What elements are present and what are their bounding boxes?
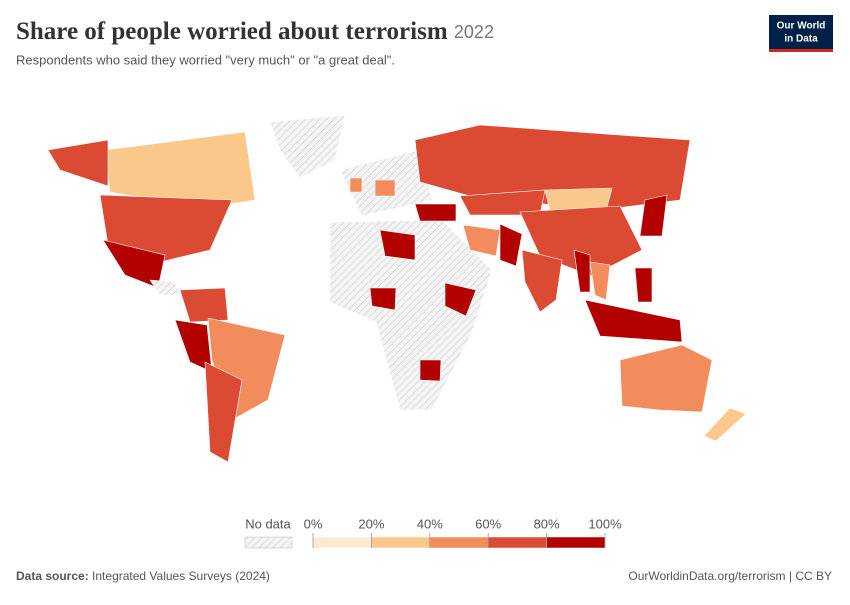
country[interactable] <box>444 282 477 317</box>
country[interactable] <box>204 361 243 463</box>
source: Integrated Values Surveys (2024) <box>92 569 270 583</box>
year: 2022 <box>454 22 494 42</box>
country[interactable] <box>349 177 363 193</box>
country[interactable] <box>414 124 691 211</box>
legend-tick-label: 0% <box>304 516 323 531</box>
legend-tick-label: 20% <box>358 516 384 531</box>
legend-bin <box>371 536 431 549</box>
country[interactable] <box>499 223 523 267</box>
country[interactable] <box>414 203 457 222</box>
legend-bin <box>429 536 489 549</box>
legend-tick-label: 100% <box>588 516 622 531</box>
logo[interactable]: Our World in Data <box>769 15 833 52</box>
legend-bin <box>487 536 547 549</box>
source-line: Data source: Integrated Values Surveys (… <box>16 569 270 583</box>
subtitle: Respondents who said they worried "very … <box>16 52 395 67</box>
country[interactable] <box>521 249 563 313</box>
country[interactable] <box>462 224 501 257</box>
country[interactable] <box>369 287 397 311</box>
legend-bin <box>312 536 372 549</box>
logo-text: in Data <box>784 34 818 45</box>
country-no-data[interactable] <box>329 219 493 411</box>
legend-tick-label: 80% <box>534 516 560 531</box>
legend: No data 0% 20% 40% 60% 80% 100% <box>244 516 622 549</box>
source-label: Data source: <box>16 569 89 583</box>
title-line: Share of people worried about terrorism … <box>16 18 494 45</box>
no-data-label: No data <box>245 516 291 531</box>
logo-text: Our World <box>777 21 826 32</box>
legend-bin <box>546 536 606 549</box>
map <box>47 114 747 463</box>
logo-bar <box>769 49 833 52</box>
logo-box <box>769 15 833 51</box>
country[interactable] <box>379 229 416 261</box>
country[interactable] <box>47 139 109 187</box>
country[interactable] <box>589 261 611 301</box>
legend-tick-label: 40% <box>417 516 443 531</box>
country[interactable] <box>419 359 442 382</box>
country[interactable] <box>374 179 396 197</box>
country[interactable] <box>639 194 668 237</box>
country[interactable] <box>703 407 747 442</box>
country[interactable] <box>99 194 233 263</box>
no-data-swatch <box>244 536 293 549</box>
country[interactable] <box>573 249 591 293</box>
country[interactable] <box>634 267 653 303</box>
country[interactable] <box>179 287 229 323</box>
country-no-data[interactable] <box>269 114 346 179</box>
country[interactable] <box>584 299 683 343</box>
country-no-data[interactable] <box>149 279 181 296</box>
legend-tick-label: 60% <box>475 516 501 531</box>
country[interactable] <box>619 344 713 413</box>
title: Share of people worried about terrorism <box>16 18 448 45</box>
url[interactable]: OurWorldinData.org/terrorism | CC BY <box>628 569 832 583</box>
